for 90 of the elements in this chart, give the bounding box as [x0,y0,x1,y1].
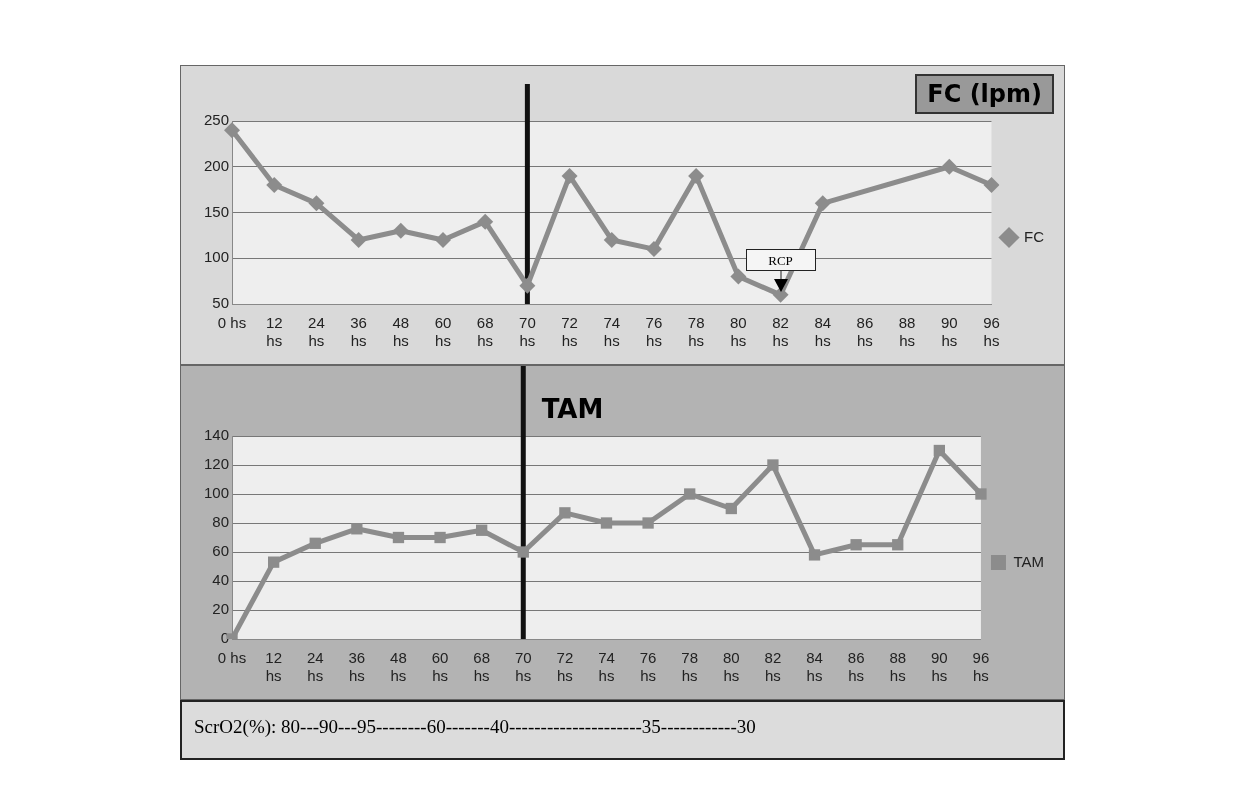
x-tick-label: 82 hs [772,314,789,350]
legend-label: FC [1024,227,1045,245]
x-tick-label: 48 hs [390,649,407,685]
x-tick-label: 86 hs [847,649,865,685]
point [603,231,620,248]
x-tick-label: 70 hs [514,649,532,685]
annotation: RCP [745,248,816,271]
point [350,231,367,248]
y-tick-label: 150 [204,202,230,220]
x-tick-label: 36 hs [348,649,366,685]
y-tick-label: 120 [204,455,230,473]
point [309,537,321,549]
point [892,539,904,551]
x-tick-label: 80 hs [730,314,747,350]
x-tick-label: 78 hs [687,314,705,350]
text: ScrO2(%): 80---90---95--------60-------40---------------------35------------30 [180,700,1065,760]
x-tick-label: 74 hs [603,314,621,350]
point [814,195,831,212]
x-tick-label: 68 hs [476,314,494,350]
y-tick-label: 200 [204,156,230,174]
x-tick-label: 12 hs [265,649,282,685]
x-tick-label: 96 hs [983,314,1000,350]
chart-title: FC (lpm) [915,74,1054,114]
x-tick-label: 84 hs [806,649,823,685]
point [730,268,747,285]
point [561,167,578,184]
x-tick-label: 72 hs [556,649,574,685]
point [559,507,571,519]
y-tick-label: 50 [212,294,230,312]
point [392,222,409,239]
x-tick-label: 88 hs [889,649,907,685]
x-tick-label: 24 hs [308,314,325,350]
x-tick-label: 72 hs [561,314,578,350]
x-tick-label: 24 hs [306,649,324,685]
point [266,177,283,194]
point [519,277,536,294]
x-tick-label: 36 hs [350,314,367,350]
point [392,531,405,544]
point [725,502,737,515]
y-tick-label: 60 [212,542,230,560]
point [600,517,613,529]
point [684,488,696,500]
point [477,213,494,230]
x-tick-label: 76 hs [645,314,663,350]
point [308,195,325,212]
x-tick-label: 82 hs [764,649,782,685]
x-tick-label: 76 hs [639,649,657,685]
y-tick-label: 80 [212,513,230,531]
x-tick-label: 70 hs [519,314,536,350]
x-tick-label: 90 hs [931,649,948,685]
x-tick-label: 78 hs [681,649,699,685]
point [808,549,821,561]
point [850,539,862,551]
point [645,241,662,258]
point [476,524,488,536]
x-tick-label: 0 hs [217,314,247,332]
point [933,444,945,457]
point [517,546,529,558]
x-tick-label: 68 hs [473,649,491,685]
point [688,167,705,184]
point [767,459,779,471]
x-tick-label: 74 hs [598,649,615,685]
x-tick-label: 12 hs [265,314,283,350]
x-tick-label: 60 hs [431,649,449,685]
x-tick-label: 0 hs [217,649,247,667]
point [941,158,958,175]
chart-title: TAM [540,394,605,424]
point [983,177,1000,194]
point [642,517,654,529]
point [772,286,789,303]
y-tick-label: 20 [212,600,230,618]
y-tick-label: 250 [204,111,230,129]
y-tick-label: 100 [204,248,230,266]
y-tick-label: 140 [204,426,230,444]
point [351,523,363,535]
legend-label: TAM [1013,552,1045,570]
point [975,488,987,500]
point [267,556,280,568]
x-tick-label: 86 hs [856,314,874,350]
y-tick-label: 40 [212,571,230,589]
point [434,531,446,544]
x-tick-label: 84 hs [814,314,832,350]
x-tick-label: 90 hs [940,314,958,350]
x-tick-label: 48 hs [392,314,410,350]
x-tick-label: 80 hs [722,649,740,685]
point [434,231,451,248]
x-tick-label: 88 hs [898,314,916,350]
y-tick-label: 100 [204,484,230,502]
x-tick-label: 60 hs [434,314,452,350]
x-tick-label: 96 hs [972,649,990,685]
